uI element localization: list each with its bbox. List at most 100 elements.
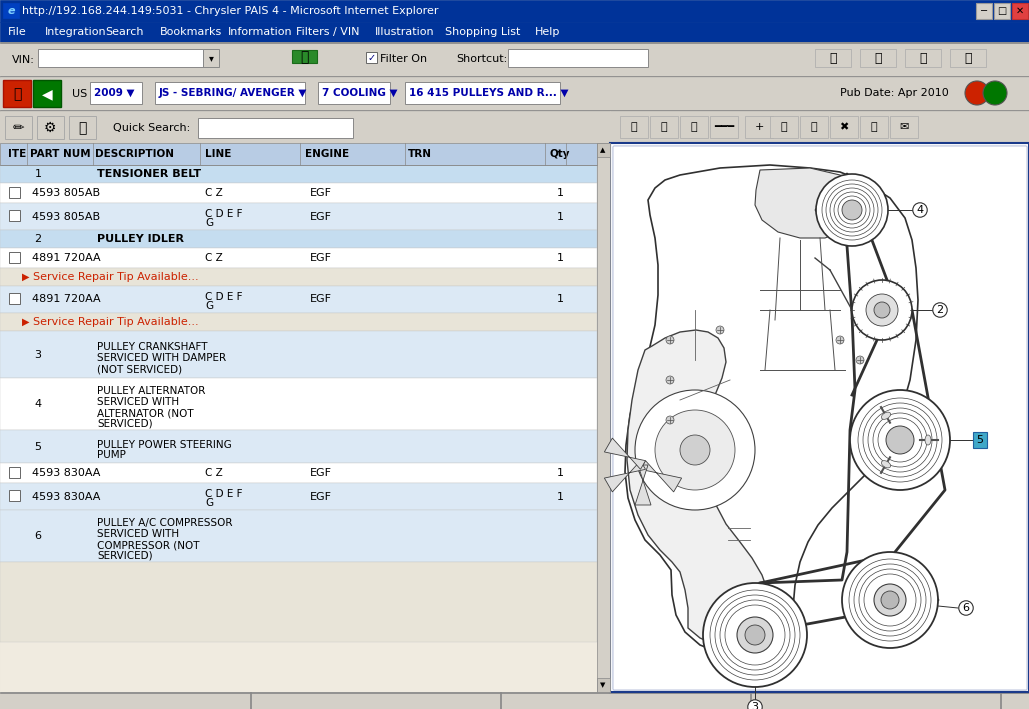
Bar <box>9 490 20 501</box>
Bar <box>0 143 610 144</box>
Text: 4593 830AA: 4593 830AA <box>32 468 101 478</box>
Bar <box>0 331 597 378</box>
Bar <box>904 49 941 67</box>
Polygon shape <box>627 330 770 648</box>
Text: 4593 805AB: 4593 805AB <box>32 211 100 221</box>
Text: SERVICED): SERVICED) <box>97 551 152 561</box>
Bar <box>9 252 20 263</box>
Bar <box>0 42 1029 77</box>
Bar <box>0 313 597 331</box>
Bar <box>610 111 1029 144</box>
Text: 4: 4 <box>917 205 924 215</box>
Bar <box>69 116 96 139</box>
Bar <box>90 82 142 104</box>
Text: Information: Information <box>228 27 292 37</box>
Bar <box>613 146 1026 689</box>
Text: ✕: ✕ <box>1016 6 1024 16</box>
Bar <box>292 50 317 63</box>
Circle shape <box>655 410 735 490</box>
Text: EGF: EGF <box>310 294 332 304</box>
Text: G: G <box>205 218 213 228</box>
Text: 1: 1 <box>557 491 564 501</box>
Text: ✓: ✓ <box>368 52 377 62</box>
Bar <box>680 116 708 138</box>
Text: □: □ <box>997 6 1006 16</box>
Text: 7 COOLING ▼: 7 COOLING ▼ <box>322 88 397 98</box>
Circle shape <box>666 376 674 384</box>
Text: ▲: ▲ <box>600 147 606 153</box>
Text: 🖥: 🖥 <box>829 52 837 65</box>
Text: Service Repair Tip Available...: Service Repair Tip Available... <box>33 272 199 282</box>
Circle shape <box>666 336 674 344</box>
Bar <box>597 678 610 692</box>
Bar <box>0 692 1029 709</box>
Text: 2: 2 <box>34 234 41 244</box>
Text: COMPRESSOR (NOT: COMPRESSOR (NOT <box>97 540 200 550</box>
Text: 🔄: 🔄 <box>811 122 817 132</box>
Bar <box>38 49 203 67</box>
Text: ENGINE: ENGINE <box>305 149 349 159</box>
Text: US: US <box>72 89 87 99</box>
Ellipse shape <box>882 412 890 419</box>
Text: 1: 1 <box>557 211 564 221</box>
Bar <box>0 143 611 692</box>
Circle shape <box>842 200 862 220</box>
Text: 3: 3 <box>35 350 41 359</box>
Text: Help: Help <box>535 27 561 37</box>
Text: 🔍: 🔍 <box>919 52 927 65</box>
Circle shape <box>842 552 938 648</box>
Bar <box>0 111 610 144</box>
Circle shape <box>635 390 755 510</box>
Text: Service Repair Tip Available...: Service Repair Tip Available... <box>33 317 199 327</box>
Polygon shape <box>640 461 681 492</box>
Bar <box>508 49 648 67</box>
Circle shape <box>886 426 914 454</box>
Text: 2: 2 <box>936 305 944 315</box>
Bar <box>0 110 1029 111</box>
Text: Shortcut:: Shortcut: <box>456 54 507 64</box>
Text: −: − <box>980 6 988 16</box>
Text: C D E F: C D E F <box>205 489 243 499</box>
Circle shape <box>850 390 950 490</box>
Text: ✏: ✏ <box>12 121 24 135</box>
Text: 🖨: 🖨 <box>871 122 878 132</box>
Bar <box>0 562 597 642</box>
Polygon shape <box>755 168 855 238</box>
Bar <box>0 692 1029 693</box>
Text: (NOT SERVICED): (NOT SERVICED) <box>97 364 182 374</box>
Text: Qty: Qty <box>549 149 569 159</box>
Text: ALTERNATOR (NOT: ALTERNATOR (NOT <box>97 408 193 418</box>
Text: 1: 1 <box>557 468 564 478</box>
Text: 5: 5 <box>35 442 41 452</box>
Text: 📍: 📍 <box>12 87 22 101</box>
Text: 1: 1 <box>557 253 564 263</box>
Bar <box>890 116 918 138</box>
Circle shape <box>745 625 765 645</box>
Text: EGF: EGF <box>310 491 332 501</box>
Text: PULLEY POWER STEERING: PULLEY POWER STEERING <box>97 440 232 450</box>
Text: Pub Date: Apr 2010: Pub Date: Apr 2010 <box>840 88 949 98</box>
Text: Bookmarks: Bookmarks <box>159 27 222 37</box>
Text: C D E F: C D E F <box>205 209 243 219</box>
Text: Filters / VIN: Filters / VIN <box>296 27 359 37</box>
Text: 4593 830AA: 4593 830AA <box>32 491 101 501</box>
Text: G: G <box>205 498 213 508</box>
Text: 💾: 💾 <box>631 122 637 132</box>
Bar <box>975 3 992 19</box>
Text: G: G <box>205 301 213 311</box>
Bar <box>0 203 597 230</box>
Text: ⚙: ⚙ <box>44 121 57 135</box>
Text: C Z: C Z <box>205 468 222 478</box>
Circle shape <box>852 280 912 340</box>
Bar <box>0 248 597 268</box>
Bar <box>0 430 597 463</box>
Bar <box>745 116 773 138</box>
Bar <box>9 293 20 304</box>
Text: EGF: EGF <box>310 253 332 263</box>
Text: 2009 ▼: 2009 ▼ <box>94 88 135 98</box>
Bar <box>620 116 648 138</box>
Text: DESCRIPTION: DESCRIPTION <box>95 149 174 159</box>
Bar <box>597 143 610 157</box>
Bar <box>33 80 61 107</box>
Text: ◀: ◀ <box>42 87 52 101</box>
